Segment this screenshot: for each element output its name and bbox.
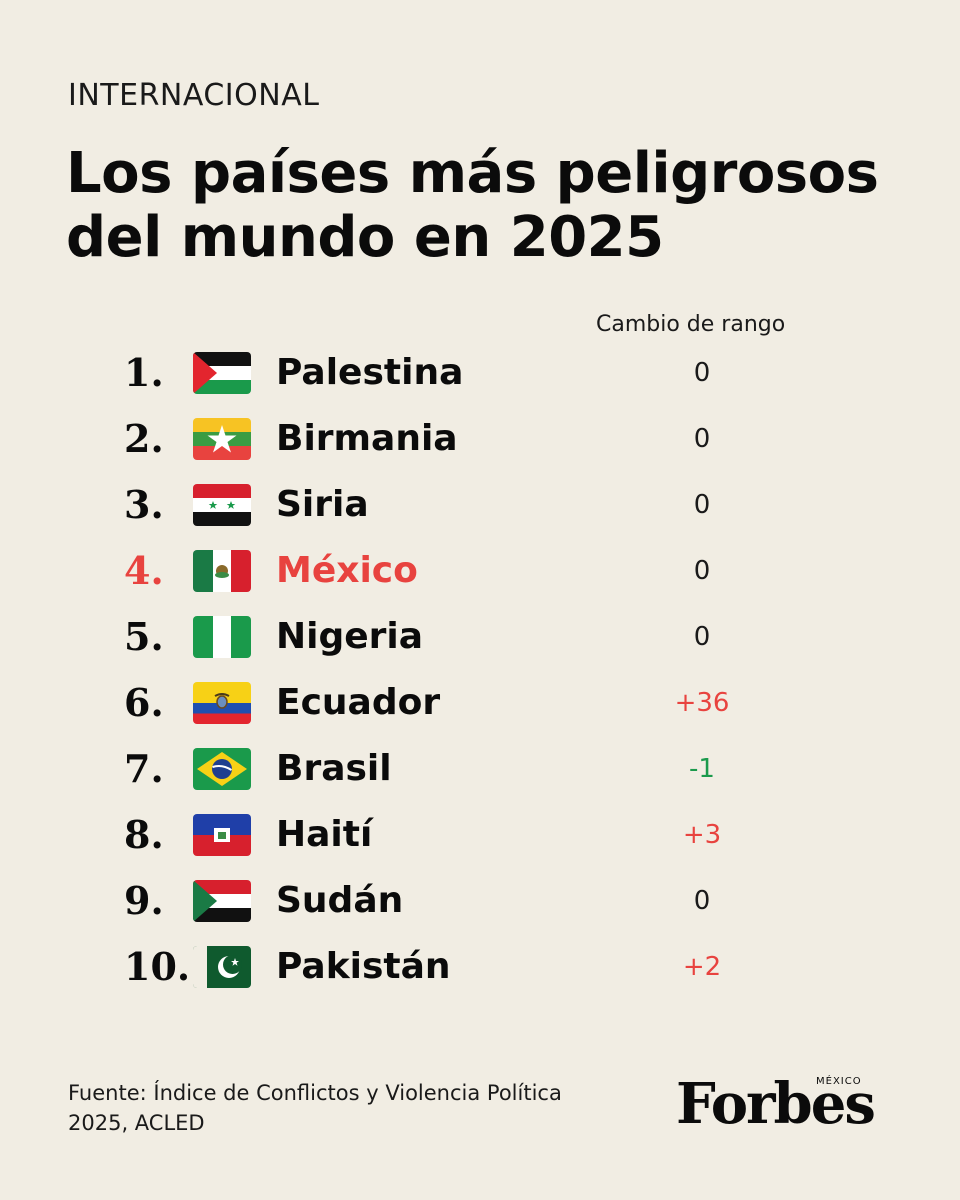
rank-change: 0	[693, 556, 711, 586]
rank-number: 9.	[124, 878, 164, 923]
change-column-header: Cambio de rango	[596, 312, 786, 337]
country-name: México	[276, 550, 418, 591]
rank-number: 2.	[124, 416, 164, 461]
country-name: Sudán	[276, 880, 404, 921]
country-name: Birmania	[276, 418, 458, 459]
list-item: 7. Brasil -1	[0, 738, 960, 798]
rank-change: 0	[693, 424, 711, 454]
rank-change: -1	[689, 754, 715, 784]
pakistan-flag-icon	[193, 946, 251, 988]
rank-change: 0	[693, 622, 711, 652]
country-name: Haití	[276, 814, 373, 855]
rank-number: 5.	[124, 614, 164, 659]
list-item: 10. Pakistán +2	[0, 936, 960, 996]
logo-wordmark: Forbes	[676, 1071, 876, 1137]
rank-change: 0	[693, 886, 711, 916]
list-item: 4. México 0	[0, 540, 960, 600]
logo-edition: MÉXICO	[816, 1076, 862, 1087]
country-name: Pakistán	[276, 946, 451, 987]
list-item: 1. Palestina 0	[0, 342, 960, 402]
syria-flag-icon	[193, 484, 251, 526]
list-item: 9. Sudán 0	[0, 870, 960, 930]
forbes-mexico-logo: Forbes MÉXICO	[676, 1068, 890, 1138]
list-item: 2. Birmania 0	[0, 408, 960, 468]
rank-change: 0	[693, 490, 711, 520]
mexico-flag-icon	[193, 550, 251, 592]
palestine-flag-icon	[193, 352, 251, 394]
country-name: Palestina	[276, 352, 464, 393]
rank-change: +3	[682, 820, 722, 850]
list-item: 6. Ecuador +36	[0, 672, 960, 732]
country-name: Nigeria	[276, 616, 424, 657]
rank-number: 8.	[124, 812, 164, 857]
rank-number: 3.	[124, 482, 164, 527]
country-name: Brasil	[276, 748, 392, 789]
rank-change: +2	[682, 952, 722, 982]
rank-number: 6.	[124, 680, 164, 725]
country-name: Siria	[276, 484, 369, 525]
country-name: Ecuador	[276, 682, 441, 723]
brazil-flag-icon	[193, 748, 251, 790]
page-title: Los países más peligrosos del mundo en 2…	[66, 141, 879, 270]
haiti-flag-icon	[193, 814, 251, 856]
myanmar-flag-icon	[193, 418, 251, 460]
rank-number: 1.	[124, 350, 164, 395]
source-note: Fuente: Índice de Conflictos y Violencia…	[68, 1081, 562, 1135]
list-item: 3. Siria 0	[0, 474, 960, 534]
rank-number: 7.	[124, 746, 164, 791]
nigeria-flag-icon	[193, 616, 251, 658]
rank-number: 4.	[124, 548, 164, 593]
rank-change: +36	[674, 688, 730, 718]
rank-number: 10.	[124, 944, 191, 989]
rank-change: 0	[693, 358, 711, 388]
kicker: INTERNACIONAL	[68, 78, 320, 113]
list-item: 8. Haití +3	[0, 804, 960, 864]
ecuador-flag-icon	[193, 682, 251, 724]
list-item: 5. Nigeria 0	[0, 606, 960, 666]
sudan-flag-icon	[193, 880, 251, 922]
